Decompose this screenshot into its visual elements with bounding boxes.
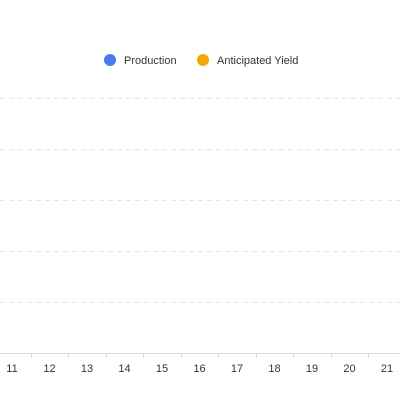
legend-marker-icon xyxy=(104,54,116,66)
x-tick-label: 18 xyxy=(268,363,280,375)
legend-label: Production xyxy=(124,55,177,67)
legend: Production Anticipated Yield xyxy=(104,54,298,67)
gridlines xyxy=(0,98,400,303)
x-tick-label: 13 xyxy=(81,363,93,375)
legend-item[interactable]: Production xyxy=(104,54,177,67)
x-tick-label: 21 xyxy=(381,363,393,375)
x-tick-label: 20 xyxy=(343,363,355,375)
x-axis: 11 12 13 14 15 16 17 18 19 20 21 xyxy=(0,353,400,375)
legend-label: Anticipated Yield xyxy=(217,55,298,67)
legend-item[interactable]: Anticipated Yield xyxy=(197,54,298,67)
x-tick-label: 11 xyxy=(6,363,17,375)
x-tick-label: 14 xyxy=(118,363,130,375)
x-tick-label: 12 xyxy=(43,363,55,375)
x-tick-label: 19 xyxy=(306,363,318,375)
x-tick-label: 16 xyxy=(193,363,205,375)
x-tick-label: 15 xyxy=(156,363,168,375)
legend-marker-icon xyxy=(197,54,209,66)
x-tick-label: 17 xyxy=(231,363,243,375)
